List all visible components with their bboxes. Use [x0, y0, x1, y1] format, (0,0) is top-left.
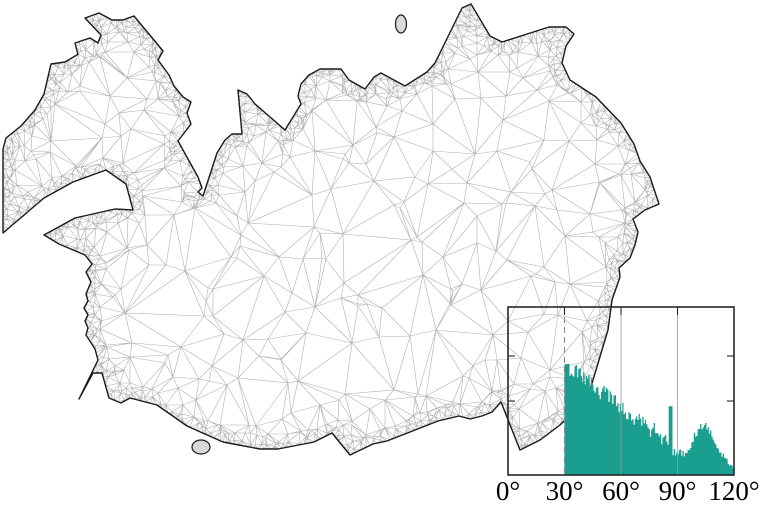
svg-text:120°: 120°: [708, 476, 759, 506]
svg-text:90°: 90°: [659, 476, 697, 506]
svg-text:30°: 30°: [546, 476, 584, 506]
svg-text:60°: 60°: [602, 476, 640, 506]
svg-text:0°: 0°: [496, 476, 520, 506]
